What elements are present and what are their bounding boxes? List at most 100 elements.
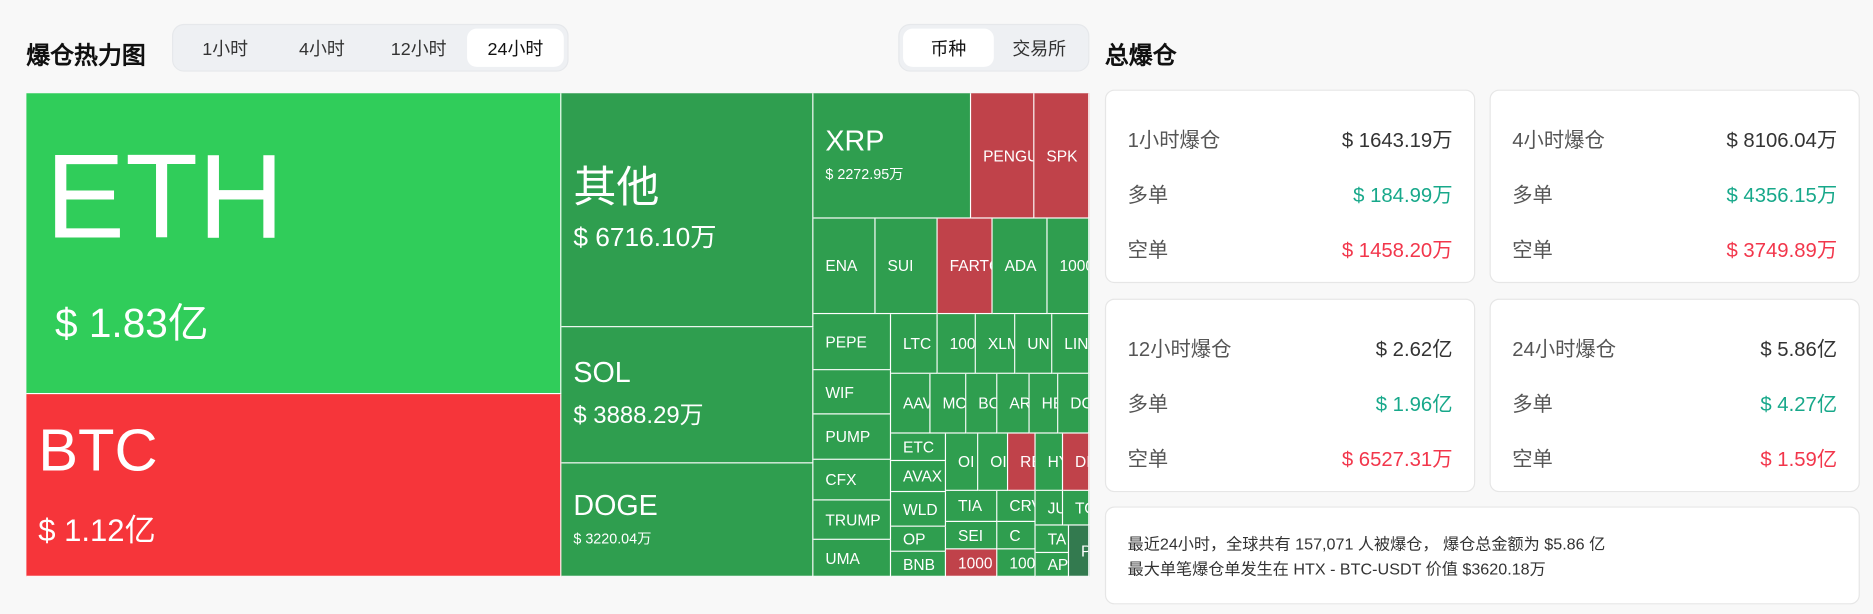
treemap-cell-op[interactable]: OP <box>891 526 947 552</box>
cell-symbol: C <box>1009 526 1021 545</box>
summary-row: 多单 $ 1.96亿 <box>1128 387 1453 417</box>
treemap-cell-ena[interactable]: ENA <box>813 218 876 315</box>
summary-row-amount: $ 1458.20万 <box>1341 238 1453 262</box>
treemap-cell-ju[interactable]: JU <box>1035 490 1064 526</box>
treemap-cell-btc[interactable]: BTC $ 1.12亿 <box>26 394 562 577</box>
cell-symbol: DOGE <box>573 489 658 522</box>
summary-note-card: 最近24小时，全球共有 157,071 人被爆仓， 爆仓总金额为 $5.86 亿… <box>1104 506 1860 605</box>
treemap-cell-bnb[interactable]: BNB <box>891 551 947 577</box>
cell-symbol: XRP <box>825 124 885 158</box>
tab-4h[interactable]: 4小时 <box>299 38 345 60</box>
treemap-cell-c[interactable]: C <box>997 521 1036 550</box>
cell-symbol: JU <box>1047 498 1062 517</box>
summary-row-label: 24小时爆仓 <box>1512 338 1617 361</box>
summary-row-amount: $ 2.62亿 <box>1375 338 1453 361</box>
summary-row-amount: $ 3749.89万 <box>1726 238 1838 262</box>
treemap-cell-un[interactable]: UN <box>1015 314 1053 374</box>
treemap-cell-aav[interactable]: AAV <box>891 373 931 434</box>
treemap-cell-crv[interactable]: CRV <box>997 490 1036 522</box>
treemap-cell-eth[interactable]: ETH $ 1.83亿 <box>26 93 562 395</box>
treemap-cell-hy[interactable]: HY <box>1035 433 1064 491</box>
cell-symbol: 其他 <box>573 161 660 211</box>
treemap-cell-etc[interactable]: ETC <box>891 433 947 462</box>
treemap-cell-re[interactable]: RE <box>1008 433 1036 491</box>
treemap-cell-100[interactable]: 100 <box>937 314 976 374</box>
treemap-cell-tia[interactable]: TIA <box>946 490 998 522</box>
treemap-cell-oi[interactable]: OI <box>978 433 1009 491</box>
cell-symbol: TA <box>1047 529 1067 548</box>
treemap-cell-1000[interactable]: 1000 <box>1047 218 1090 315</box>
treemap-cell-he[interactable]: HE <box>1029 373 1059 434</box>
treemap-cell-xrp[interactable]: XRP $ 2272.95万 <box>813 93 972 219</box>
tab-1h[interactable]: 1小时 <box>202 38 249 60</box>
cell-symbol: PUMP <box>825 427 871 446</box>
treemap-cell-p[interactable]: P <box>1069 525 1090 577</box>
cell-symbol: AAV <box>903 394 931 413</box>
summary-row-label: 1小时爆仓 <box>1127 129 1221 152</box>
treemap-cell-oi[interactable]: OI <box>946 433 979 491</box>
cell-symbol: OP <box>903 529 926 548</box>
note-line-1: 最近24小时，全球共有 157,071 人被爆仓， 爆仓总金额为 $5.86 亿 <box>1127 535 1606 554</box>
treemap-cell-bc[interactable]: BC <box>966 373 998 434</box>
summary-row-amount: $ 4.27亿 <box>1760 392 1838 416</box>
treemap-cell-doge[interactable]: DOGE $ 3220.04万 <box>561 463 814 577</box>
tab-24h[interactable]: 24小时 <box>467 28 564 67</box>
treemap-cell-pump[interactable]: PUMP <box>813 414 892 460</box>
cell-symbol: SUI <box>887 256 914 275</box>
treemap-cell-xlm[interactable]: XLM <box>975 314 1016 374</box>
summary-row-label: 空单 <box>1127 447 1169 471</box>
treemap-cell-wld[interactable]: WLD <box>891 492 947 527</box>
treemap-cell-ar[interactable]: AR <box>997 373 1030 434</box>
summary-card: 1小时爆仓 $ 1643.19万 多单 $ 184.99万 空单 $ 1458.20万 <box>1104 89 1476 284</box>
tab-coin[interactable]: 币种 <box>903 28 994 67</box>
treemap-cell-pengu[interactable]: PENGU <box>971 93 1035 219</box>
summary-row-amount: $ 8106.04万 <box>1726 129 1838 152</box>
time-range-tabs: 1小时 4小时 12小时 24小时 <box>172 23 569 72</box>
treemap-cell-1000[interactable]: 1000 <box>946 549 998 577</box>
treemap-cell-ta[interactable]: TA <box>1035 525 1070 554</box>
cell-symbol: CRV <box>1009 496 1034 515</box>
treemap-cell-100[interactable]: 100 <box>997 549 1036 577</box>
cell-symbol: 1000 <box>957 553 993 572</box>
cell-symbol: UMA <box>825 548 860 567</box>
treemap-cell-pepe[interactable]: PEPE <box>813 314 892 371</box>
treemap-cell-fartc[interactable]: FARTC <box>937 218 993 315</box>
treemap-cell-dc[interactable]: DC <box>1058 373 1090 434</box>
summary-row: 空单 $ 3749.89万 <box>1512 233 1837 263</box>
treemap-cell-di[interactable]: DI <box>1063 433 1090 491</box>
treemap-cell-lin[interactable]: LIN <box>1052 314 1090 374</box>
treemap-cell-wif[interactable]: WIF <box>813 370 892 415</box>
cell-symbol: HE <box>1041 394 1058 413</box>
summary-title: 总爆仓 <box>1104 43 1177 70</box>
treemap-cell-ada[interactable]: ADA <box>992 218 1048 315</box>
summary-row-label: 12小时爆仓 <box>1127 338 1232 361</box>
cell-symbol: LIN <box>1064 334 1089 353</box>
cell-symbol: OI <box>957 452 975 471</box>
treemap-cell-to[interactable]: TO <box>1063 490 1090 526</box>
cell-symbol: AR <box>1009 394 1030 413</box>
tab-exchange[interactable]: 交易所 <box>1012 38 1067 60</box>
treemap-cell-sui[interactable]: SUI <box>875 218 938 315</box>
treemap-cell-spk[interactable]: SPK <box>1034 93 1090 219</box>
treemap-cell-sei[interactable]: SEI <box>946 521 998 550</box>
treemap-cell-cfx[interactable]: CFX <box>813 459 892 501</box>
treemap-cell-ltc[interactable]: LTC <box>891 314 938 374</box>
heatmap-title: 爆仓热力图 <box>26 43 146 70</box>
cell-value: $ 3888.29万 <box>573 402 704 429</box>
treemap-cell-其他[interactable]: 其他 $ 6716.10万 <box>561 93 814 328</box>
treemap-cell-avax[interactable]: AVAX <box>891 461 947 493</box>
treemap-cell-trump[interactable]: TRUMP <box>813 500 892 540</box>
treemap-cell-uma[interactable]: UMA <box>813 539 892 577</box>
cell-symbol: AVAX <box>903 467 943 485</box>
summary-row-label: 空单 <box>1127 238 1169 262</box>
cell-symbol: SOL <box>573 357 631 390</box>
summary-row: 空单 $ 1.59亿 <box>1512 442 1837 472</box>
tab-12h[interactable]: 12小时 <box>390 38 447 60</box>
treemap-cell-apt[interactable]: APT <box>1035 553 1070 577</box>
treemap-cell-sol[interactable]: SOL $ 3888.29万 <box>561 327 814 464</box>
summary-row: 多单 $ 184.99万 <box>1128 178 1453 208</box>
summary-card: 24小时爆仓 $ 5.86亿 多单 $ 4.27亿 空单 $ 1.59亿 <box>1489 298 1860 493</box>
treemap-cell-mc[interactable]: MC <box>930 373 967 434</box>
cell-symbol: PENGU <box>983 146 1035 165</box>
cell-symbol: OI <box>990 452 1007 471</box>
